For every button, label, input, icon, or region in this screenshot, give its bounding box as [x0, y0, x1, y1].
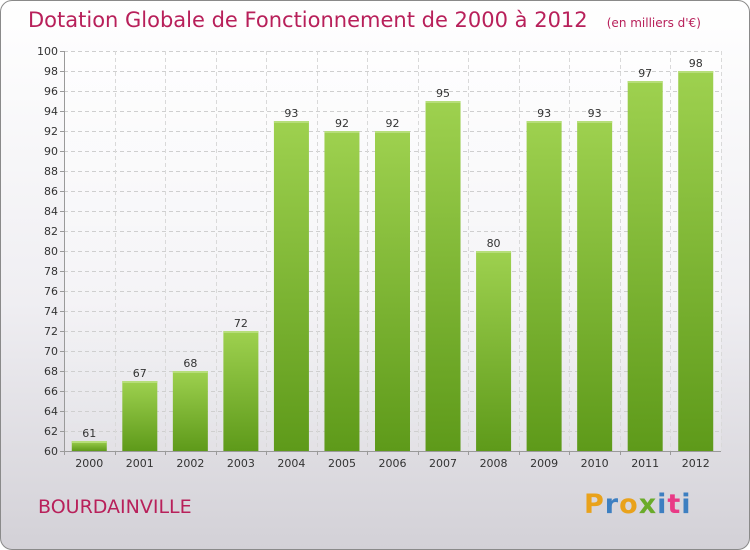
bar	[425, 101, 461, 451]
x-tick-label: 2003	[227, 457, 255, 470]
chart-subtitle: (en milliers d'€)	[606, 16, 701, 30]
bar-value-label: 61	[82, 427, 96, 440]
proxiti-logo[interactable]: Proxiti	[584, 489, 692, 520]
brand-letter: o	[619, 489, 639, 520]
bar-value-label: 92	[335, 117, 349, 130]
brand-letter: x	[638, 489, 658, 520]
y-tick-label: 90	[44, 145, 58, 158]
brand-letter: P	[584, 489, 605, 520]
x-tick-label: 2005	[328, 457, 356, 470]
y-tick-label: 88	[44, 165, 58, 178]
bar	[223, 331, 259, 451]
bar-value-label: 93	[537, 107, 551, 120]
bar	[577, 121, 613, 451]
y-tick-label: 94	[44, 105, 58, 118]
x-tick-label: 2010	[581, 457, 609, 470]
x-tick-label: 2001	[126, 457, 154, 470]
x-tick-label: 2012	[682, 457, 710, 470]
bar-top-highlight	[71, 441, 107, 443]
bar	[627, 81, 663, 451]
y-tick-label: 66	[44, 385, 58, 398]
y-tick-label: 64	[44, 405, 58, 418]
bar-top-highlight	[425, 101, 461, 103]
bar-top-highlight	[526, 121, 562, 123]
bar-value-label: 68	[183, 357, 197, 370]
bar-top-highlight	[577, 121, 613, 123]
y-tick-label: 86	[44, 185, 58, 198]
brand-letter: i	[657, 489, 668, 520]
x-tick-label: 2009	[530, 457, 558, 470]
brand-letter: t	[667, 489, 682, 520]
y-tick-label: 78	[44, 265, 58, 278]
bar-top-highlight	[122, 381, 158, 383]
y-tick-label: 74	[44, 305, 58, 318]
y-tick-label: 72	[44, 325, 58, 338]
brand-letter: i	[681, 489, 692, 520]
bar-value-label: 67	[133, 367, 147, 380]
y-tick-label: 92	[44, 125, 58, 138]
bar-value-label: 95	[436, 87, 450, 100]
y-tick-label: 60	[44, 445, 58, 458]
y-tick-label: 96	[44, 85, 58, 98]
bar-top-highlight	[627, 81, 663, 83]
bar-top-highlight	[324, 131, 360, 133]
x-tick-label: 2011	[631, 457, 659, 470]
x-tick-label: 2000	[75, 457, 103, 470]
chart-title: Dotation Globale de Fonctionnement de 20…	[28, 8, 588, 32]
y-tick-label: 68	[44, 365, 58, 378]
bar-value-label: 92	[386, 117, 400, 130]
y-tick-label: 80	[44, 245, 58, 258]
bar	[122, 381, 158, 451]
bar	[71, 441, 107, 451]
y-tick-label: 76	[44, 285, 58, 298]
bar-value-label: 80	[487, 237, 501, 250]
bar-value-label: 97	[638, 67, 652, 80]
bar-top-highlight	[172, 371, 208, 373]
y-tick-label: 84	[44, 205, 58, 218]
bar	[476, 251, 512, 451]
bar-top-highlight	[273, 121, 309, 123]
bar	[678, 71, 714, 451]
chart-title-block: Dotation Globale de Fonctionnement de 20…	[28, 8, 701, 32]
y-tick-label: 100	[37, 45, 58, 58]
brand-letter: r	[604, 489, 620, 520]
x-tick-label: 2006	[379, 457, 407, 470]
bar	[526, 121, 562, 451]
x-tick-label: 2004	[277, 457, 305, 470]
bar	[324, 131, 360, 451]
x-tick-label: 2002	[176, 457, 204, 470]
bar-value-label: 98	[689, 57, 703, 70]
y-tick-label: 82	[44, 225, 58, 238]
commune-name: BOURDAINVILLE	[38, 496, 192, 518]
y-tick-label: 98	[44, 65, 58, 78]
bar-top-highlight	[678, 71, 714, 73]
bar	[375, 131, 410, 451]
x-tick-label: 2007	[429, 457, 457, 470]
x-tick-label: 2008	[480, 457, 508, 470]
bar-top-highlight	[223, 331, 259, 333]
bar	[273, 121, 309, 451]
bar	[172, 371, 208, 451]
y-tick-label: 62	[44, 425, 58, 438]
bar-value-label: 93	[588, 107, 602, 120]
bar-value-label: 93	[284, 107, 298, 120]
y-tick-label: 70	[44, 345, 58, 358]
bar-top-highlight	[375, 131, 410, 133]
bar-top-highlight	[476, 251, 512, 253]
bar-value-label: 72	[234, 317, 248, 330]
